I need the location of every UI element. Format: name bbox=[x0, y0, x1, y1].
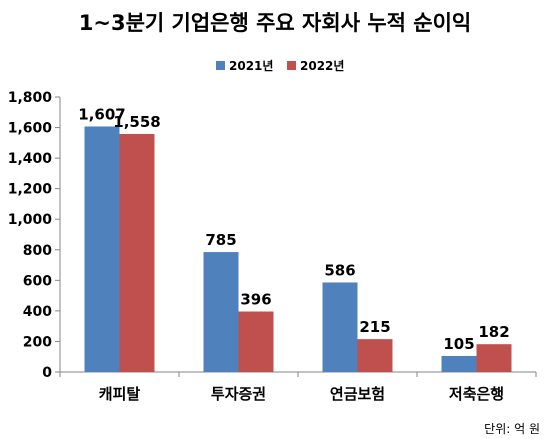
y-tick-label: 1,600 bbox=[8, 121, 53, 137]
x-category-label: 연금보험 bbox=[330, 385, 385, 403]
bar-2022 bbox=[238, 311, 274, 372]
x-category-label: 저축은행 bbox=[449, 385, 504, 403]
y-tick-label: 0 bbox=[42, 365, 52, 381]
y-tick-label: 600 bbox=[23, 273, 52, 289]
bar-2022 bbox=[476, 344, 512, 372]
legend-label-2022: 2022년 bbox=[300, 59, 344, 73]
bar-2021 bbox=[84, 126, 120, 372]
data-label: 1,558 bbox=[113, 113, 160, 131]
legend-label-2021: 2021년 bbox=[229, 59, 273, 73]
data-label: 586 bbox=[324, 261, 355, 279]
bar-2021 bbox=[441, 355, 477, 372]
data-label: 215 bbox=[359, 318, 390, 336]
bars bbox=[84, 126, 512, 372]
y-tick-label: 1,200 bbox=[8, 182, 53, 198]
data-label: 396 bbox=[240, 291, 271, 309]
bar-2021 bbox=[203, 252, 239, 372]
y-tick-label: 200 bbox=[23, 334, 52, 350]
bar-2022 bbox=[357, 339, 393, 372]
chart-title: 1~3분기 기업은행 주요 자회사 누적 순이익 bbox=[79, 11, 472, 35]
legend: 2021년 2022년 bbox=[216, 59, 344, 73]
x-category-label: 캐피탈 bbox=[99, 385, 141, 403]
unit-note: 단위: 억 원 bbox=[484, 422, 540, 436]
y-tick-label: 1,400 bbox=[8, 151, 53, 167]
y-tick-label: 1,800 bbox=[8, 90, 53, 106]
y-tick-label: 1,000 bbox=[8, 212, 53, 228]
data-label: 182 bbox=[478, 323, 509, 341]
legend-swatch-2021 bbox=[216, 61, 225, 70]
data-label: 785 bbox=[205, 231, 236, 249]
legend-swatch-2022 bbox=[287, 61, 296, 70]
bar-2021 bbox=[322, 282, 358, 372]
axes: 0 200 400 600 800 1,000 1,200 1,400 1,600 1,800 캐피… bbox=[8, 90, 537, 403]
bar-2022 bbox=[119, 133, 155, 372]
data-label: 1,607 bbox=[78, 105, 125, 123]
y-tick-label: 800 bbox=[23, 243, 52, 259]
x-category-label: 투자증권 bbox=[211, 385, 266, 403]
data-label: 105 bbox=[443, 335, 474, 353]
y-tick-label: 400 bbox=[23, 304, 52, 320]
